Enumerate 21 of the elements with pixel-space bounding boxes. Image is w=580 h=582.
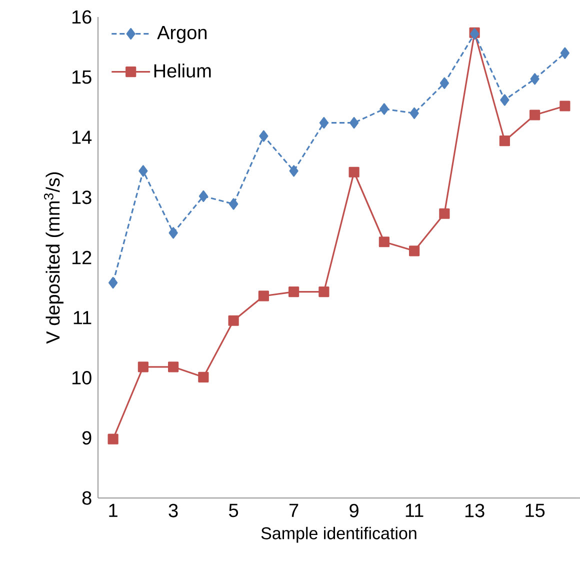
x-tick-label: 13: [465, 504, 484, 518]
y-tick-label: 12: [72, 250, 92, 264]
x-tick-label: 9: [350, 504, 358, 518]
y-tick-label: 16: [72, 10, 92, 24]
x-tick-label: 7: [289, 504, 298, 517]
x-axis-title: Sample identification: [261, 526, 416, 543]
legend-label: Helium: [154, 64, 211, 78]
y-tick-label: 14: [72, 130, 92, 144]
x-tick-label: 15: [526, 504, 545, 518]
y-tick-label: 8: [82, 491, 92, 505]
y-axis-title: V deposited (mm$^{3}$/s): [44, 172, 64, 344]
x-tick-label: 5: [229, 504, 238, 518]
x-tick-label: 1: [109, 504, 118, 517]
x-tick-label: 11: [406, 504, 424, 517]
legend-label: Argon: [157, 26, 207, 44]
y-tick-label: 9: [82, 431, 92, 445]
y-tick-label: 15: [72, 70, 92, 84]
x-tick-label: 3: [168, 504, 178, 518]
y-tick-label: 10: [72, 371, 92, 384]
y-tick-label: 11: [74, 311, 92, 324]
y-tick-label: 13: [72, 190, 92, 204]
